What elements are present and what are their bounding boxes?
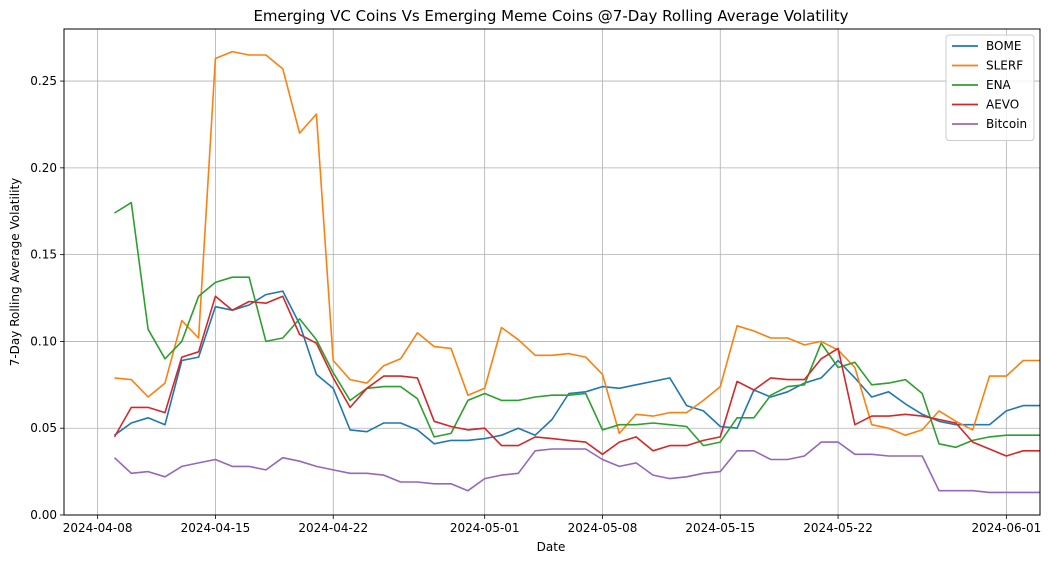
series-line-aevo bbox=[113, 295, 1040, 457]
legend-label: AEVO bbox=[986, 98, 1019, 112]
y-tick-label: 0.10 bbox=[30, 334, 57, 348]
y-tick-label: 0.15 bbox=[30, 248, 57, 262]
legend-label: ENA bbox=[986, 78, 1012, 92]
x-tick-label: 2024-04-15 bbox=[181, 521, 251, 535]
legend-label: SLERF bbox=[986, 59, 1023, 73]
series-line-slerf bbox=[114, 50, 1040, 437]
plot-frame bbox=[63, 28, 1041, 516]
x-tick-label: 2024-05-15 bbox=[685, 521, 755, 535]
x-tick-label: 2024-06-01 bbox=[971, 521, 1041, 535]
grid-lines bbox=[64, 29, 1040, 516]
legend-label: Bitcoin bbox=[986, 117, 1027, 131]
x-tick-label: 2024-05-22 bbox=[803, 521, 873, 535]
y-axis-label: 7-Day Rolling Average Volatility bbox=[8, 178, 22, 367]
series-line-bitcoin bbox=[113, 441, 1040, 494]
series-line-bome bbox=[114, 290, 1040, 445]
x-tick-label: 2024-05-08 bbox=[568, 521, 638, 535]
series-line-ena bbox=[114, 201, 1040, 449]
series-lines bbox=[113, 50, 1040, 494]
x-tick-label: 2024-04-22 bbox=[298, 521, 368, 535]
chart-title: Emerging VC Coins Vs Emerging Meme Coins… bbox=[253, 7, 848, 25]
x-axis-ticks: 2024-04-08 2024-04-15 2024-04-22 2024-05-01… bbox=[63, 515, 1041, 535]
y-tick-label: 0.25 bbox=[30, 74, 57, 88]
x-tick-label: 2024-05-01 bbox=[450, 521, 520, 535]
legend-label: BOME bbox=[986, 39, 1021, 53]
y-axis-ticks: 0.00 0.05 0.10 0.15 0.20 0.25 bbox=[30, 74, 64, 522]
y-tick-label: 0.20 bbox=[30, 161, 57, 175]
y-tick-label: 0.05 bbox=[30, 421, 57, 435]
legend: BOME SLERF ENA AEVO Bitcoin bbox=[945, 34, 1035, 141]
y-tick-label: 0.00 bbox=[30, 508, 57, 522]
x-tick-label: 2024-04-08 bbox=[63, 521, 133, 535]
x-axis-label: Date bbox=[537, 540, 566, 554]
legend-box bbox=[945, 34, 1035, 141]
